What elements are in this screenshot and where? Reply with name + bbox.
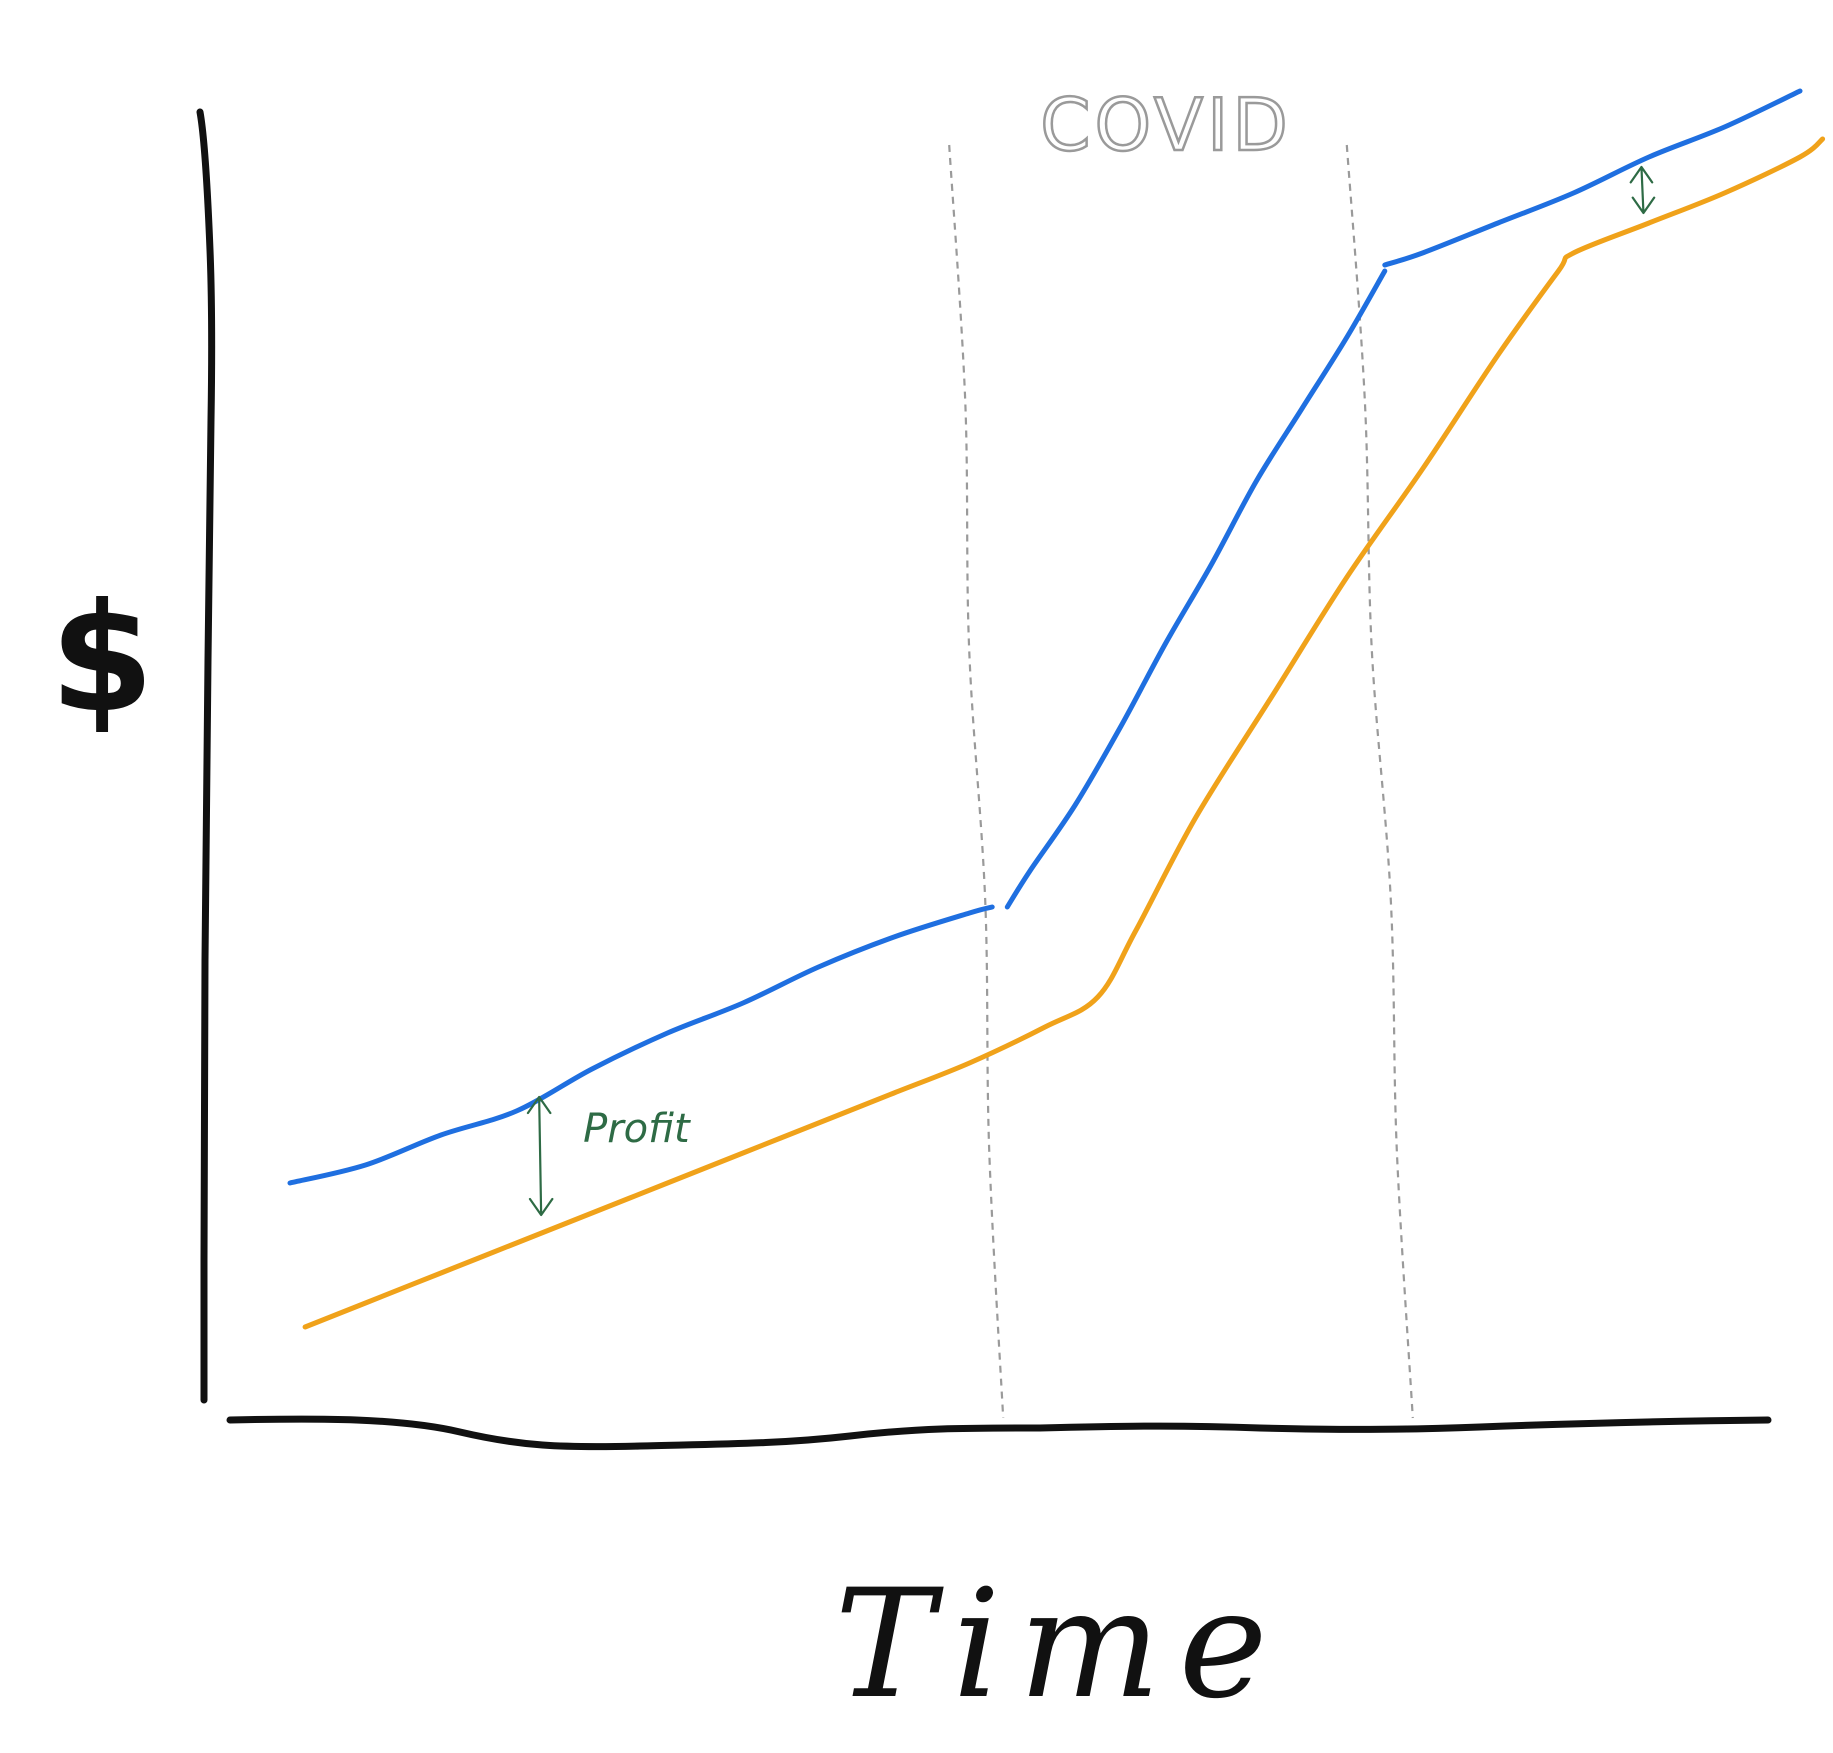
profit-annotation-label: Profit xyxy=(583,1106,691,1152)
y-axis-line xyxy=(196,108,216,1404)
axis-labels: $ Time xyxy=(50,572,1285,1732)
gap-arrow-1 xyxy=(526,1095,554,1217)
series-1-segment-3 xyxy=(1382,88,1803,268)
x-axis-line xyxy=(226,1415,1772,1451)
covid-end-divider xyxy=(1345,144,1414,1419)
axes xyxy=(196,108,1772,1451)
covid-period-dividers xyxy=(948,144,1414,1419)
x-axis-label: Time xyxy=(834,1558,1285,1732)
annotations: COVID Profit xyxy=(526,82,1656,1217)
series-1-segment-1 xyxy=(287,904,995,1186)
covid-period-label: COVID xyxy=(1040,83,1292,167)
y-axis-label: $ xyxy=(50,572,154,746)
series-lines xyxy=(287,88,1826,1330)
covid-start-divider xyxy=(948,144,1005,1419)
series-1-segment-2 xyxy=(1004,268,1388,910)
series-2-segment-1 xyxy=(302,136,1826,1330)
gap-arrow-2 xyxy=(1629,165,1656,215)
